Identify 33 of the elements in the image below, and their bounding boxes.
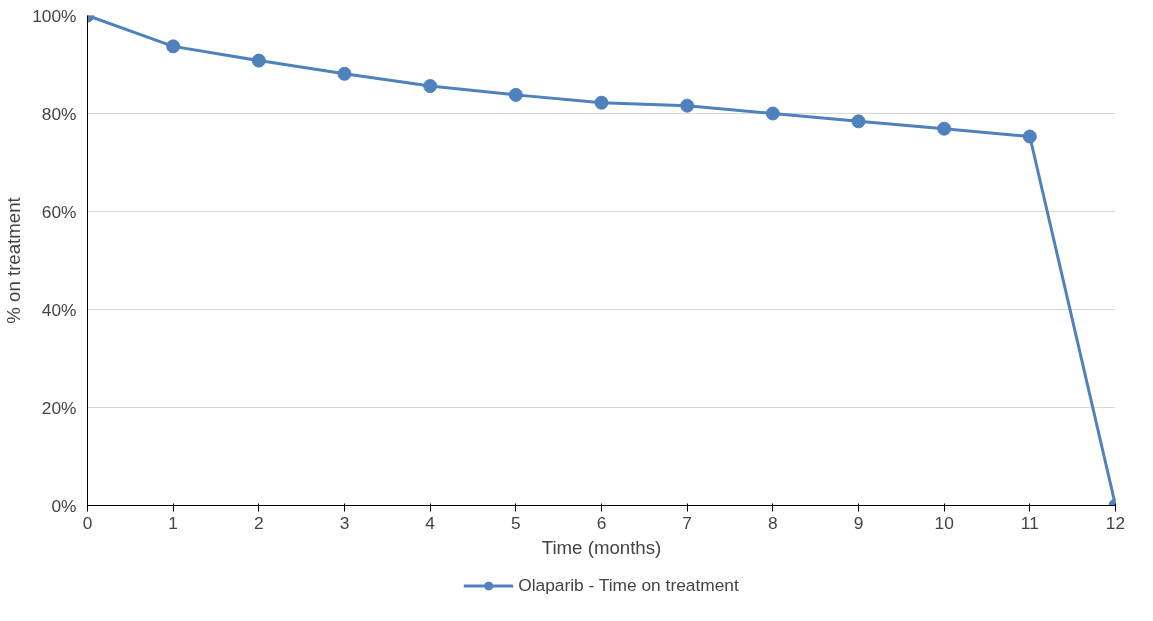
y-axis-title: % on treatment [3,196,25,324]
x-tick-label: 3 [339,512,350,533]
point [423,79,438,94]
x-tick-label: 5 [511,512,521,533]
y-tick-label: 0% [51,495,77,516]
y-tick-label: 80% [41,103,77,124]
y-tick-label: 100% [32,5,77,26]
x-tick-label: 0 [82,512,93,533]
x-tick-label: 9 [853,512,864,533]
point [594,95,609,110]
point [166,39,181,54]
point [251,53,266,68]
x-tick-label: 10 [934,512,954,533]
x-tick-label: 8 [768,512,778,533]
x-tick-label: 4 [425,512,436,533]
point [765,106,780,121]
legend-label: Olaparib - Time on treatment [518,574,739,596]
x-tick-label: 1 [168,512,178,533]
y-tick-label: 60% [41,201,77,222]
x-axis-title: Time (months) [541,536,662,558]
y-tick-label: 40% [41,299,77,320]
point [937,121,952,136]
point [851,114,866,129]
y-tick-label: 20% [41,397,77,418]
point [680,98,695,113]
x-tick-label: 6 [596,512,607,533]
x-tick-label: 2 [254,512,264,533]
point [508,87,523,102]
x-tick-label: 11 [1020,512,1039,533]
x-tick-label: 7 [682,512,692,533]
point [1022,129,1037,144]
x-tick-label: 12 [1105,512,1126,533]
point [337,66,352,81]
